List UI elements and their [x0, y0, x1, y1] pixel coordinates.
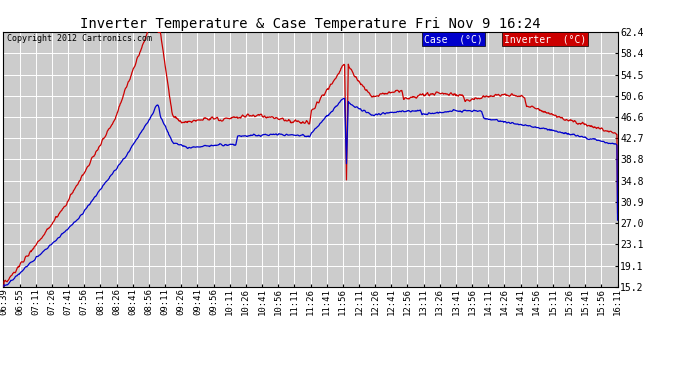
Text: Case  (°C): Case (°C): [424, 34, 483, 44]
Text: Inverter  (°C): Inverter (°C): [504, 34, 586, 44]
Text: Copyright 2012 Cartronics.com: Copyright 2012 Cartronics.com: [6, 34, 152, 44]
Title: Inverter Temperature & Case Temperature Fri Nov 9 16:24: Inverter Temperature & Case Temperature …: [80, 17, 541, 31]
